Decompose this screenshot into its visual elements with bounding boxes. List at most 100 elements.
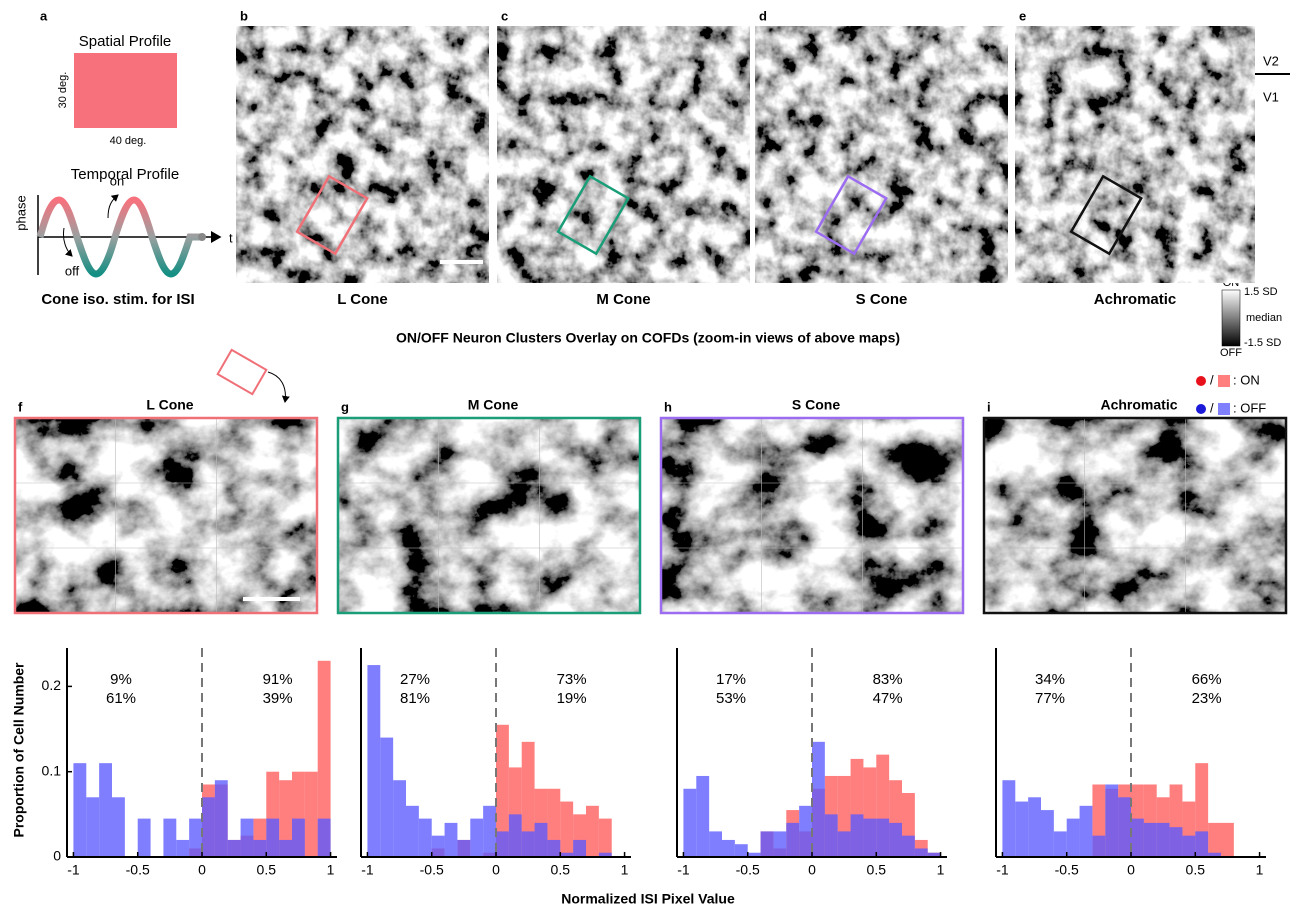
histogram-bar (1053, 831, 1067, 857)
histogram-bar (560, 801, 574, 857)
histogram-bar (709, 831, 722, 857)
histogram-bar (292, 818, 305, 857)
roi-outline (814, 174, 888, 256)
histogram-bar (598, 818, 612, 857)
histogram-bar (1221, 822, 1234, 857)
width-label: 40 deg. (110, 135, 147, 147)
off-percent: 53% (716, 690, 746, 707)
x-axis-title: Normalized ISI Pixel Value (561, 891, 735, 907)
off-percent: 47% (873, 690, 903, 707)
histogram-bar (586, 805, 599, 857)
histogram-bar (457, 839, 471, 857)
histogram-bar (1208, 852, 1221, 857)
histogram-bar (202, 797, 215, 857)
histogram-bar (773, 831, 787, 857)
height-label: 30 deg. (57, 72, 69, 109)
panel-label: g (341, 399, 349, 414)
map-caption: L Cone (337, 291, 388, 308)
x-tick-label: -0.5 (420, 862, 444, 878)
zoom-image (984, 418, 1286, 613)
x-tick-label: 0.5 (551, 862, 571, 878)
histogram-bar (496, 831, 509, 857)
temporal-wave (36, 196, 200, 278)
zoom-title: Achromatic (1100, 397, 1177, 413)
histogram-bar (1092, 835, 1106, 857)
x-tick-label: -1 (67, 862, 80, 878)
histogram-bar (112, 797, 125, 857)
histogram-bar (189, 818, 202, 857)
zoom-image (15, 418, 317, 613)
histogram-bar (1131, 818, 1144, 857)
x-tick-label: -0.5 (736, 862, 760, 878)
x-tick-label: 0 (492, 862, 500, 878)
on-label: on (110, 173, 124, 188)
histogram-bar (496, 724, 509, 857)
histogram-bar (1156, 822, 1170, 857)
on-percent: 9% (110, 671, 132, 688)
zoom-border (659, 416, 965, 615)
histogram-bar (1105, 784, 1119, 857)
histogram-bar (722, 839, 735, 857)
panel-label: b (240, 8, 248, 23)
spatial-title: Spatial Profile (79, 33, 172, 50)
histogram-bar (824, 814, 838, 857)
zoom-border (982, 416, 1288, 615)
histogram-bar (799, 805, 812, 857)
y-axis-title: Proportion of Cell Number (11, 662, 27, 838)
histogram-bar (176, 839, 190, 857)
x-tick-label: 0 (1127, 862, 1135, 878)
histogram-bar (1182, 835, 1196, 857)
histogram-bar (812, 741, 825, 857)
wave-end (198, 233, 206, 241)
histogram-bar (73, 763, 87, 857)
map-caption: S Cone (856, 291, 908, 308)
overlay-title: ON/OFF Neuron Clusters Overlay on COFDs … (396, 330, 900, 346)
histogram-bar (279, 780, 292, 857)
histogram-bar (560, 852, 574, 857)
histogram-bar (850, 814, 864, 857)
histogram-bar (521, 741, 535, 857)
histogram-bar (86, 797, 100, 857)
zoom-image (338, 418, 640, 613)
histogram-bar (1015, 801, 1029, 857)
off-percent: 61% (106, 690, 136, 707)
x-tick-label: -0.5 (126, 862, 150, 878)
legend-square (1218, 375, 1230, 387)
map-image (1015, 26, 1255, 283)
histogram-bar (137, 818, 151, 857)
off-percent: 77% (1035, 690, 1065, 707)
x-tick-label: 0.5 (867, 862, 887, 878)
x-tick-label: 1 (937, 862, 945, 878)
histogram-bar (1208, 822, 1221, 857)
histogram-bar (163, 818, 177, 857)
colorbar-tick: 1.5 SD (1244, 286, 1278, 298)
histogram-bar (317, 818, 331, 857)
histogram-bar (683, 788, 697, 857)
histogram-bar (747, 852, 761, 857)
legend-dot (1196, 404, 1206, 414)
histogram-bar (534, 822, 548, 857)
y-tick-label: 0.2 (42, 677, 62, 693)
histogram-bar (734, 844, 748, 857)
histogram-bar (889, 822, 902, 857)
y-tick-label: 0 (53, 848, 61, 864)
histogram-bar (547, 839, 561, 857)
histogram-bar (227, 839, 241, 857)
histogram-bar (927, 852, 941, 857)
temporal-title: Temporal Profile (71, 166, 179, 183)
histogram-bar (279, 839, 292, 857)
histogram-bar (380, 737, 394, 857)
histogram-bar (418, 818, 432, 857)
histogram-bar (1066, 818, 1080, 857)
map-image (755, 26, 1008, 283)
phase-label: phase (13, 195, 28, 230)
map-caption: M Cone (596, 291, 650, 308)
zoom-image (661, 418, 963, 613)
histogram-bar (240, 818, 254, 857)
zoom-border (13, 416, 319, 615)
time-label: t (229, 230, 233, 245)
histogram-bar (470, 818, 484, 857)
x-tick-label: 0 (198, 862, 206, 878)
histogram-bar (914, 848, 928, 857)
on-percent: 73% (557, 671, 587, 688)
